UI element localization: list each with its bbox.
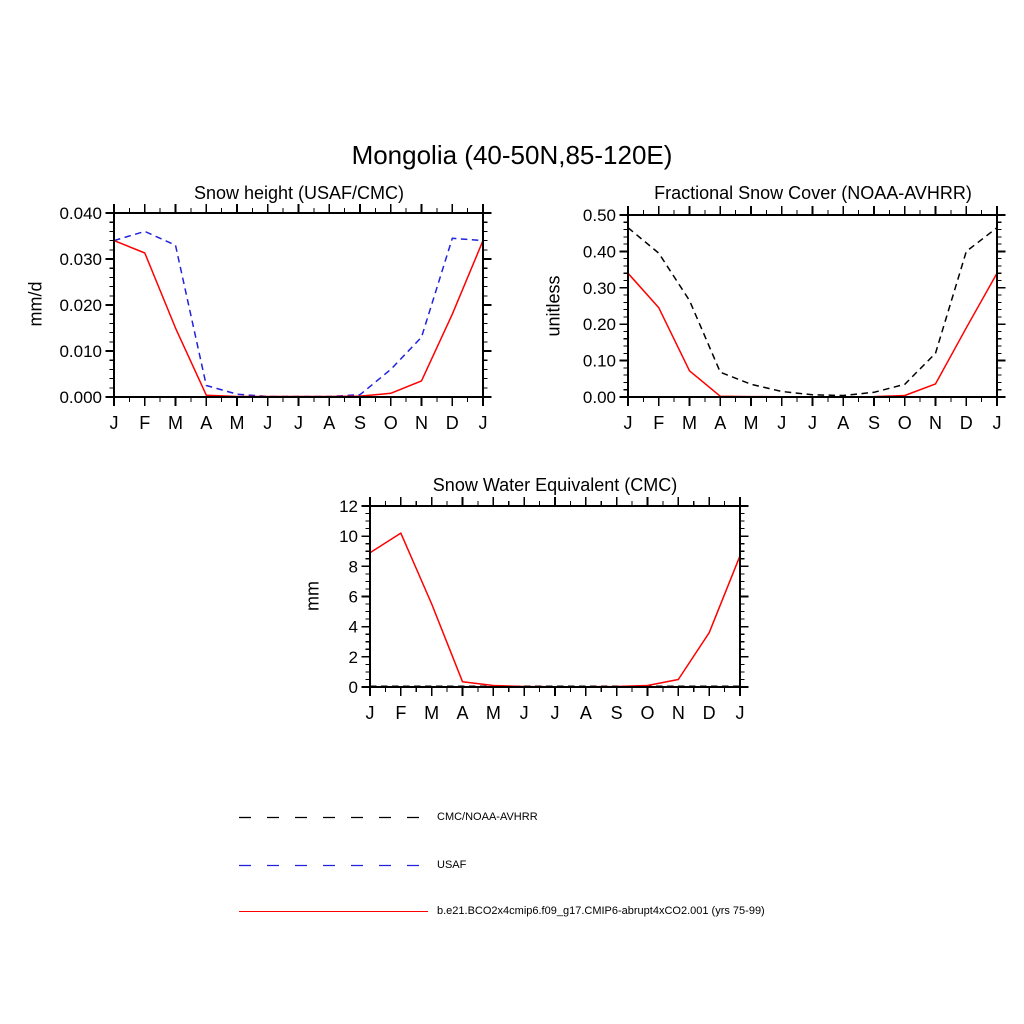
x-tick-label: J xyxy=(366,703,375,723)
legend-entry-cmc-noaa-avhrr: CMC/NOAA-AVHRR xyxy=(237,811,538,824)
y-tick-label: 8 xyxy=(349,557,358,576)
x-tick-label: J xyxy=(993,413,1002,433)
legend-entry-model-run: b.e21.BCO2x4cmip6.f09_g17.CMIP6-abrupt4x… xyxy=(237,905,765,918)
x-tick-label: O xyxy=(384,413,398,433)
axis-ticks xyxy=(619,206,1006,406)
y-tick-label: 0.040 xyxy=(59,204,102,223)
y-tick-label: 0.30 xyxy=(583,279,616,298)
x-tick-label: D xyxy=(703,703,716,723)
plot-frame xyxy=(627,214,998,398)
x-tick-label: M xyxy=(168,413,183,433)
plot1-title: Snow height (USAF/CMC) xyxy=(193,183,405,203)
legend-label: USAF xyxy=(437,859,467,871)
x-tick-label: A xyxy=(837,413,849,433)
x-tick-label: A xyxy=(714,413,726,433)
plot-frame xyxy=(369,505,741,688)
axis-ticks xyxy=(105,204,492,406)
y-tick-label: 0.010 xyxy=(59,342,102,361)
plot2-title: Fractional Snow Cover (NOAA-AVHRR) xyxy=(654,183,972,203)
x-tick-label: A xyxy=(580,703,592,723)
x-tick-label: A xyxy=(200,413,212,433)
x-tick-label: N xyxy=(415,413,428,433)
x-tick-label: S xyxy=(611,703,623,723)
x-tick-label: J xyxy=(263,413,272,433)
plot2-y-axis-label: unitless xyxy=(543,275,564,337)
y-tick-label: 0.000 xyxy=(59,388,102,407)
y-tick-label: 0.40 xyxy=(583,242,616,261)
x-tick-label: J xyxy=(624,413,633,433)
plot3-title: Snow Water Equivalent (CMC) xyxy=(432,475,678,495)
x-tick-label: J xyxy=(520,703,529,723)
y-tick-label: 0.20 xyxy=(583,315,616,334)
x-tick-label: J xyxy=(777,413,786,433)
y-tick-label: 0.030 xyxy=(59,250,102,269)
y-tick-label: 0.00 xyxy=(583,388,616,407)
legend-line-sample xyxy=(239,911,428,912)
y-tick-label: 0.020 xyxy=(59,296,102,315)
x-tick-label: S xyxy=(354,413,366,433)
plot-frame xyxy=(113,212,484,398)
axis-ticks xyxy=(361,497,749,696)
y-tick-label: 2 xyxy=(349,648,358,667)
y-tick-label: 6 xyxy=(349,588,358,607)
series-line xyxy=(369,532,741,688)
x-tick-label: A xyxy=(456,703,468,723)
main-title: Mongolia (40-50N,85-120E) xyxy=(351,140,673,170)
x-tick-label: F xyxy=(395,703,406,723)
x-tick-label: F xyxy=(653,413,664,433)
x-tick-label: D xyxy=(960,413,973,433)
x-tick-label: M xyxy=(230,413,245,433)
series-line xyxy=(627,227,998,397)
legend-line-sample xyxy=(239,864,428,867)
y-tick-label: 0.50 xyxy=(583,206,616,225)
x-tick-label: J xyxy=(479,413,488,433)
x-tick-label: J xyxy=(551,703,560,723)
x-tick-label: A xyxy=(323,413,335,433)
x-tick-label: S xyxy=(868,413,880,433)
y-tick-label: 12 xyxy=(339,497,358,516)
x-tick-label: O xyxy=(898,413,912,433)
x-tick-label: F xyxy=(139,413,150,433)
x-tick-label: M xyxy=(682,413,697,433)
x-tick-label: N xyxy=(672,703,685,723)
legend-entry-usaf: USAF xyxy=(237,859,466,872)
y-tick-label: 10 xyxy=(339,527,358,546)
x-tick-label: J xyxy=(808,413,817,433)
x-tick-label: J xyxy=(110,413,119,433)
legend-line-sample xyxy=(239,816,428,819)
plot1-y-axis-label: mm/d xyxy=(25,281,46,327)
x-tick-label: J xyxy=(736,703,745,723)
x-tick-label: O xyxy=(640,703,654,723)
y-tick-label: 4 xyxy=(349,618,358,637)
legend-label: CMC/NOAA-AVHRR xyxy=(437,811,538,823)
x-tick-label: M xyxy=(424,703,439,723)
series-line xyxy=(627,272,998,398)
plot3-y-axis-label: mm xyxy=(302,581,323,611)
x-tick-label: M xyxy=(744,413,759,433)
x-tick-label: D xyxy=(446,413,459,433)
x-tick-label: J xyxy=(294,413,303,433)
y-tick-label: 0 xyxy=(349,678,358,697)
x-tick-label: N xyxy=(929,413,942,433)
plot-2: 0.000.100.200.300.400.50J F M A M J J A S O N D J xyxy=(583,206,1006,433)
y-tick-label: 0.10 xyxy=(583,352,616,371)
legend-label: b.e21.BCO2x4cmip6.f09_g17.CMIP6-abrupt4x… xyxy=(437,905,765,917)
x-tick-label: M xyxy=(486,703,501,723)
